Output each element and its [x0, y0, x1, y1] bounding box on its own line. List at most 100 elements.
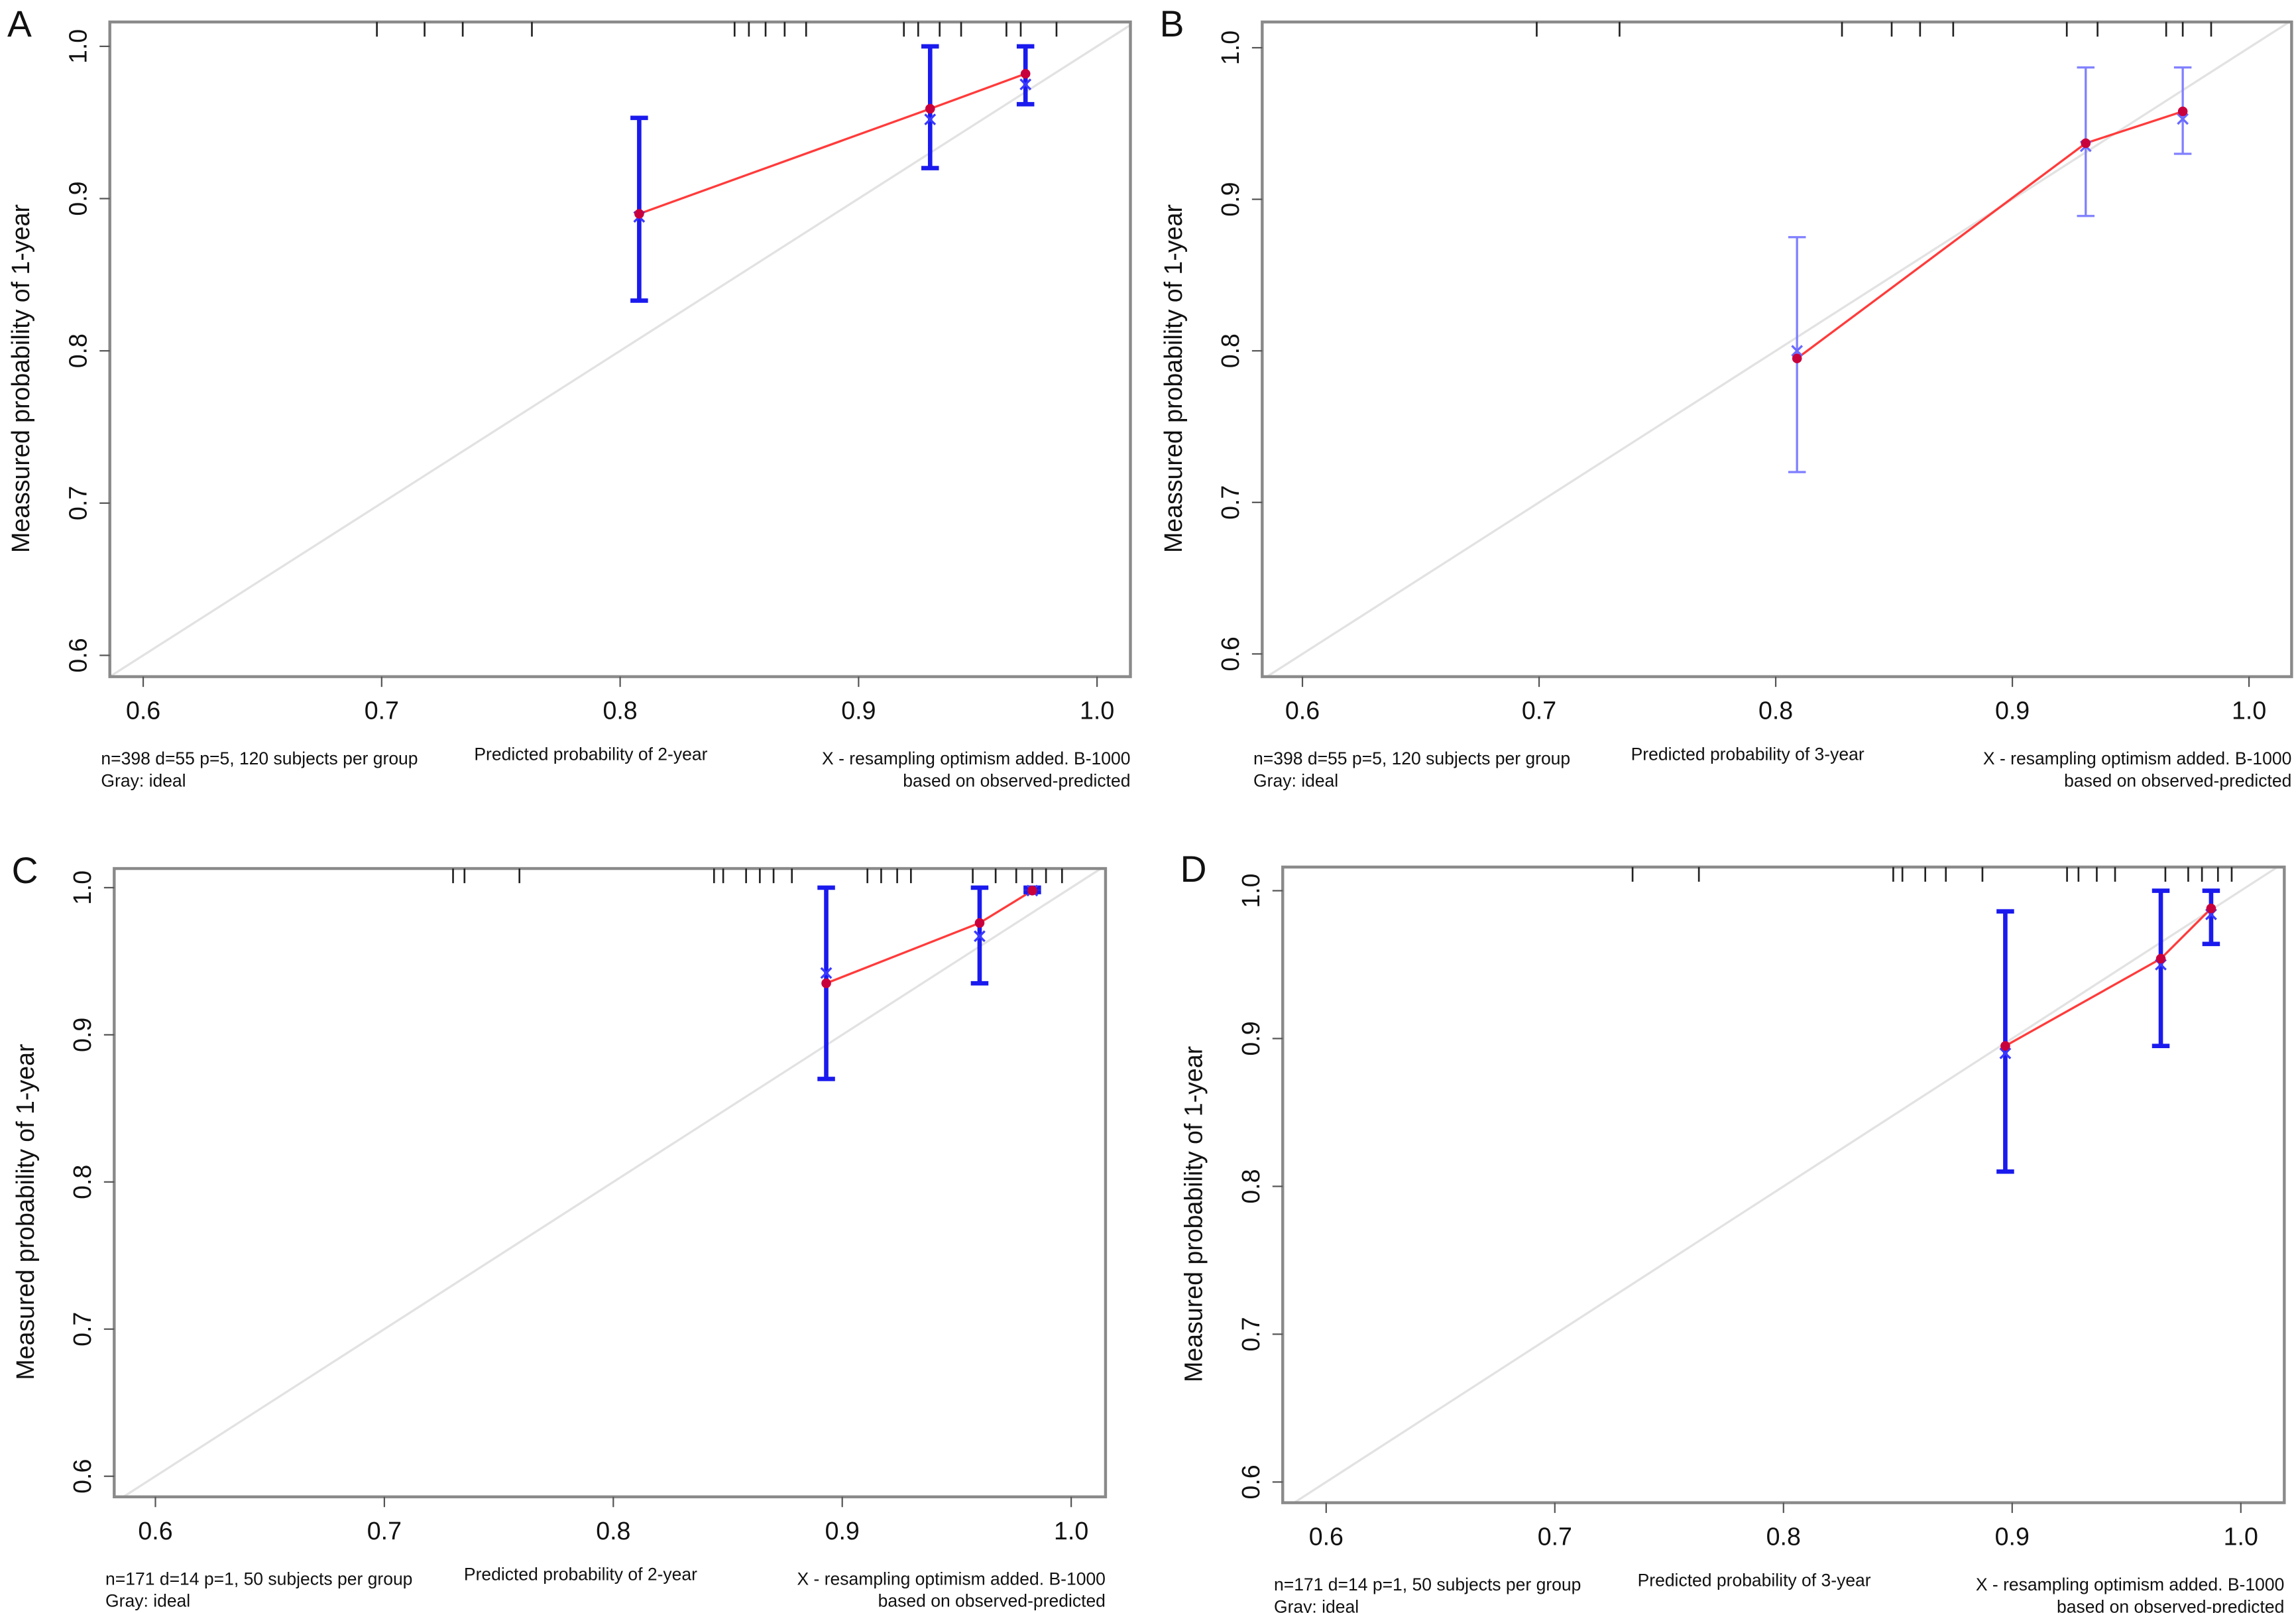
x-tick-label: 0.9 — [1995, 1523, 2030, 1551]
observed-point — [2081, 138, 2091, 149]
y-tick-label: 0.6 — [68, 1459, 96, 1494]
ideal-line — [121, 868, 1104, 1497]
note: based on observed-predicted — [878, 1590, 1106, 1610]
corrected-point — [924, 113, 937, 126]
x-tick-label: 0.7 — [365, 697, 399, 725]
y-tick-label: 0.7 — [64, 486, 91, 520]
y-tick-label: 1.0 — [68, 870, 96, 905]
note: Gray: ideal — [1253, 770, 1338, 790]
calibration-line — [825, 889, 1033, 985]
x-tick-label: 0.7 — [1538, 1523, 1572, 1551]
corrected-point — [974, 930, 986, 943]
x-tick-label: 1.0 — [2224, 1523, 2258, 1551]
x-tick-label: 0.7 — [367, 1517, 402, 1545]
x-tick-label: 0.9 — [841, 697, 876, 725]
y-axis-label: Meassured probability of 1-year — [1159, 204, 1187, 553]
observed-point — [974, 918, 985, 928]
observed-point — [2206, 903, 2216, 914]
panel-label: D — [1180, 849, 1207, 890]
observed-point — [1027, 886, 1037, 896]
y-tick-label: 0.7 — [68, 1312, 96, 1346]
observed-point — [821, 978, 831, 988]
note: X - resampling optimism added. B-1000 — [822, 748, 1130, 768]
note: X - resampling optimism added. B-1000 — [1976, 1575, 2284, 1594]
x-tick-label: 0.9 — [1995, 697, 2030, 725]
note: based on observed-predicted — [903, 770, 1130, 790]
corrected-point — [1019, 78, 1032, 91]
ideal-line — [1292, 866, 2280, 1503]
y-tick-label: 0.8 — [1216, 333, 1244, 368]
note: n=398 d=55 p=5, 120 subjects per group — [1253, 748, 1570, 768]
y-axis-label: Measured probability of 1-year — [1180, 1046, 1208, 1382]
observed-point — [634, 209, 644, 219]
x-tick-label: 0.8 — [603, 697, 637, 725]
x-tick-label: 0.8 — [596, 1517, 630, 1545]
corrected-point — [1999, 1047, 2012, 1059]
x-tick-label: 0.6 — [138, 1517, 172, 1545]
panel: 0.6 0.7 0.8 0.9 1.0 0.6 0.7 0.8 0.9 1.0 D Measured … — [1180, 849, 2286, 1613]
y-axis-label: Meassured probability of 1-year — [7, 204, 34, 553]
note: Gray: ideal — [105, 1590, 190, 1610]
y-tick-label: 1.0 — [1216, 30, 1244, 65]
observed-point — [1020, 68, 1031, 79]
x-tick-label: 0.8 — [1758, 697, 1793, 725]
note: n=398 d=55 p=5, 120 subjects per group — [101, 748, 418, 768]
y-tick-label: 0.6 — [1216, 636, 1244, 671]
x-tick-label: 0.7 — [1522, 697, 1556, 725]
y-tick-label: 1.0 — [1237, 873, 1265, 908]
x-tick-label: 1.0 — [2232, 697, 2266, 725]
note: n=171 d=14 p=1, 50 subjects per group — [1274, 1575, 1581, 1594]
x-axis-label: Predicted probability of 2-year — [474, 745, 707, 764]
x-tick-label: 0.6 — [1285, 697, 1320, 725]
y-tick-label: 0.9 — [1237, 1021, 1265, 1055]
y-tick-label: 0.9 — [1216, 182, 1244, 216]
x-axis-label: Predicted probability of 3-year — [1631, 745, 1865, 764]
y-tick-label: 0.6 — [64, 638, 91, 672]
y-axis-label: Measured probability of 1-year — [11, 1044, 39, 1380]
note: n=171 d=14 p=1, 50 subjects per group — [105, 1569, 412, 1588]
panel: 0.6 0.7 0.8 0.9 1.0 0.6 0.7 0.8 0.9 1.0 B Meassured… — [1159, 3, 2293, 790]
note: X - resampling optimism added. B-1000 — [797, 1569, 1105, 1588]
x-tick-label: 1.0 — [1054, 1517, 1088, 1545]
x-axis-label: Predicted probability of 3-year — [1638, 1571, 1871, 1590]
ideal-line — [1265, 22, 2291, 677]
calibration-line — [638, 72, 1026, 215]
y-tick-label: 0.8 — [68, 1165, 96, 1199]
corrected-point — [820, 967, 832, 979]
note: based on observed-predicted — [2057, 1596, 2284, 1613]
panel-label: B — [1160, 3, 1184, 44]
note: Gray: ideal — [101, 770, 186, 790]
note: Gray: ideal — [1274, 1596, 1359, 1613]
x-axis-label: Predicted probability of 2-year — [464, 1565, 697, 1584]
y-tick-label: 1.0 — [64, 29, 91, 64]
plot-frame — [1281, 865, 2286, 1504]
note: based on observed-predicted — [2064, 770, 2291, 790]
y-tick-label: 0.9 — [64, 181, 91, 215]
corrected-point — [2177, 113, 2189, 125]
observed-point — [2177, 106, 2188, 117]
observed-point — [2155, 953, 2166, 964]
calibration-line — [1796, 110, 2183, 359]
x-tick-label: 0.8 — [1766, 1523, 1801, 1551]
ideal-line — [109, 23, 1131, 677]
x-tick-label: 1.0 — [1080, 697, 1114, 725]
panel-label: A — [7, 3, 32, 44]
y-tick-label: 0.6 — [1237, 1464, 1265, 1499]
corrected-point — [1791, 345, 1804, 357]
observed-point — [2000, 1041, 2010, 1051]
x-tick-label: 0.6 — [126, 697, 160, 725]
y-tick-label: 0.8 — [64, 333, 91, 368]
observed-point — [925, 103, 935, 114]
y-tick-label: 0.7 — [1216, 485, 1244, 520]
plot-frame — [1261, 20, 2293, 678]
y-tick-label: 0.9 — [68, 1018, 96, 1052]
panel: 0.6 0.7 0.8 0.9 1.0 0.6 0.7 0.8 0.9 1.0 C Measured … — [11, 850, 1108, 1610]
panel-label: C — [12, 850, 38, 891]
plot-frame — [113, 866, 1108, 1499]
y-tick-label: 0.7 — [1237, 1317, 1265, 1351]
x-tick-label: 0.6 — [1309, 1523, 1344, 1551]
y-tick-label: 0.8 — [1237, 1169, 1265, 1203]
note: X - resampling optimism added. B-1000 — [1983, 748, 2291, 768]
observed-point — [1792, 353, 1802, 363]
